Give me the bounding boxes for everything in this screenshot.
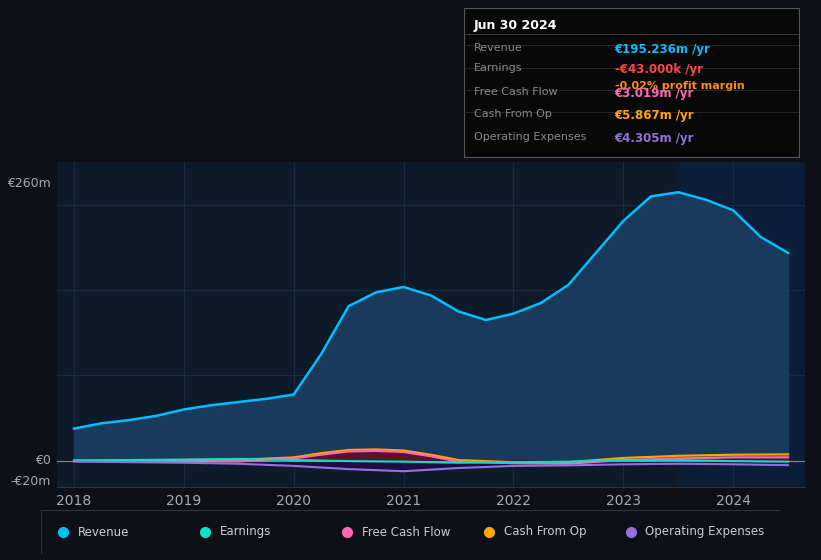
Text: Cash From Op: Cash From Op (503, 525, 586, 539)
Text: -€20m: -€20m (10, 475, 51, 488)
Text: Jun 30 2024: Jun 30 2024 (474, 19, 557, 32)
Text: €5.867m /yr: €5.867m /yr (615, 109, 695, 122)
Text: Cash From Op: Cash From Op (474, 109, 552, 119)
Text: Earnings: Earnings (474, 63, 522, 73)
Text: Operating Expenses: Operating Expenses (645, 525, 764, 539)
Text: €0: €0 (34, 454, 51, 467)
Text: Revenue: Revenue (474, 43, 523, 53)
Text: Revenue: Revenue (78, 525, 130, 539)
Text: Free Cash Flow: Free Cash Flow (362, 525, 450, 539)
Text: Free Cash Flow: Free Cash Flow (474, 87, 557, 97)
Text: Earnings: Earnings (220, 525, 271, 539)
Text: €260m: €260m (7, 177, 51, 190)
Text: -€43.000k /yr: -€43.000k /yr (615, 63, 703, 76)
Text: €3.019m /yr: €3.019m /yr (615, 87, 694, 100)
Bar (678, 162, 805, 487)
Text: €4.305m /yr: €4.305m /yr (615, 132, 694, 144)
Text: Operating Expenses: Operating Expenses (474, 132, 586, 142)
Text: €195.236m /yr: €195.236m /yr (615, 43, 710, 55)
Text: -0.02% profit margin: -0.02% profit margin (615, 81, 745, 91)
